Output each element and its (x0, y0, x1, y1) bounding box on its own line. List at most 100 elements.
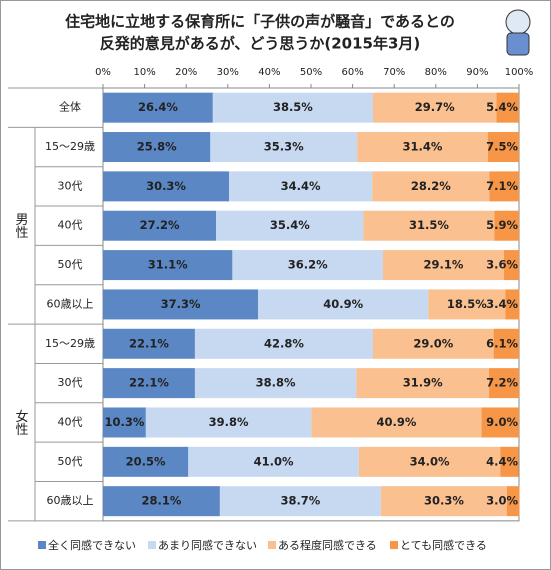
x-tick-label: 70% (383, 67, 405, 78)
y-tick-label: 30代 (58, 376, 83, 389)
y-tick-label: 40代 (58, 415, 83, 428)
bar-segment (210, 132, 358, 163)
value-label: 42.8% (264, 336, 304, 350)
chart-title: 反発的意見があるが、どう思うか(2015年3月) (100, 35, 421, 53)
bar-segment (103, 210, 217, 241)
bar-segment (506, 486, 520, 517)
y-tick-label: 15〜29歳 (45, 140, 95, 153)
bar-segment (489, 171, 519, 202)
value-label: 7.1% (486, 179, 518, 193)
bar-segment (493, 328, 519, 359)
x-tick-label: 80% (425, 67, 447, 78)
value-label: 6.1% (486, 336, 518, 350)
value-label: 30.3% (424, 494, 464, 508)
legend-label: あまり同感できない (158, 539, 257, 552)
bar-segment (372, 328, 494, 359)
y-tick-label: 全体 (59, 100, 81, 114)
bar-segment (363, 210, 495, 241)
value-label: 27.2% (140, 218, 180, 232)
value-label: 41.0% (254, 454, 294, 468)
legend-swatch (38, 541, 46, 549)
bar-segment (216, 210, 364, 241)
value-label: 22.1% (129, 336, 169, 350)
bar-segment (103, 328, 195, 359)
value-label: 35.4% (270, 218, 310, 232)
bar-segment (372, 171, 490, 202)
bar-segment (103, 171, 230, 202)
value-label: 10.3% (104, 415, 144, 429)
x-tick-label: 60% (341, 67, 363, 78)
bar-segment (194, 328, 373, 359)
mascot (505, 9, 531, 56)
bar-segment (103, 250, 233, 281)
bar-segment (358, 446, 501, 477)
value-label: 26.4% (138, 100, 178, 114)
legend-swatch (148, 541, 156, 549)
value-label: 31.5% (409, 218, 449, 232)
bar-segment (481, 407, 519, 438)
bar-segment (145, 407, 312, 438)
value-label: 29.1% (424, 258, 464, 272)
value-label: 34.4% (281, 179, 321, 193)
value-label: 40.9% (323, 297, 363, 311)
bar-segment (372, 92, 497, 123)
value-label: 5.9% (486, 218, 518, 232)
bar-segment (504, 250, 519, 281)
value-label: 29.7% (415, 100, 455, 114)
value-label: 30.3% (146, 179, 186, 193)
bar-segment (258, 289, 429, 320)
value-label: 38.5% (273, 100, 313, 114)
bar-segment (232, 250, 383, 281)
y-tick-label: 15〜29歳 (45, 337, 95, 350)
bar-segment (494, 210, 519, 241)
group-label: 男性 (13, 213, 29, 239)
value-label: 3.6% (486, 258, 518, 272)
group-label: 女性 (13, 409, 29, 436)
value-label: 28.1% (141, 494, 181, 508)
legend-label: 全く同感できない (48, 538, 136, 552)
y-tick-label: 60歳以上 (47, 297, 94, 310)
value-label: 37.3% (161, 297, 201, 311)
value-label: 3.0% (486, 494, 518, 508)
value-label: 22.1% (129, 376, 169, 390)
bar-segment (219, 486, 381, 517)
bar-segment (212, 92, 373, 123)
value-label: 31.9% (403, 376, 443, 390)
value-label: 40.9% (377, 415, 417, 429)
legend-swatch (390, 541, 398, 549)
legend-swatch (268, 541, 276, 549)
legend-label: ある程度同感できる (278, 538, 377, 552)
y-tick-label: 30代 (58, 179, 83, 192)
chart-title: 住宅地に立地する保育所に「子供の声が騒音」であるとの (65, 13, 455, 31)
value-label: 25.8% (137, 140, 177, 154)
y-tick-label: 60歳以上 (47, 494, 94, 507)
bar-segment (380, 486, 507, 517)
bar-segment (229, 171, 373, 202)
value-label: 20.5% (126, 454, 166, 468)
value-label: 5.4% (486, 100, 518, 114)
bar-segment (103, 368, 195, 399)
value-label: 28.2% (411, 179, 451, 193)
value-label: 39.8% (209, 415, 249, 429)
x-tick-label: 90% (466, 67, 488, 78)
bar-segment (103, 92, 213, 123)
value-label: 35.3% (264, 140, 304, 154)
bar-segment (500, 446, 519, 477)
y-tick-label: 50代 (58, 258, 83, 271)
bar-segment (103, 446, 189, 477)
value-label: 7.2% (486, 376, 518, 390)
bar-segment (103, 407, 146, 438)
bar-segment (188, 446, 359, 477)
bar-segment (382, 250, 505, 281)
value-label: 3.4% (486, 297, 518, 311)
x-tick-label: 10% (133, 67, 155, 78)
bar-segment (194, 368, 357, 399)
bar-segment (103, 486, 220, 517)
bar-segment (428, 289, 506, 320)
bar-segment (356, 368, 490, 399)
value-label: 31.4% (403, 140, 443, 154)
y-tick-label: 50代 (58, 455, 83, 468)
value-label: 9.0% (486, 415, 518, 429)
x-tick-label: 30% (217, 67, 239, 78)
